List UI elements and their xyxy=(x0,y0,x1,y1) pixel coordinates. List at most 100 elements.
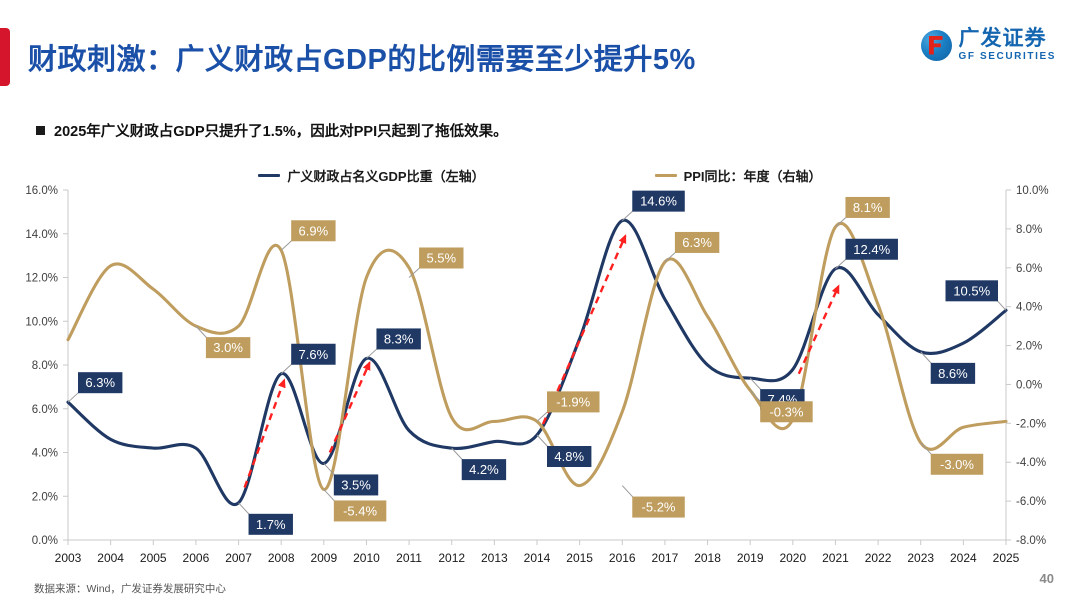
data-label-text: 12.4% xyxy=(853,242,890,257)
data-label: -0.3% xyxy=(749,389,813,423)
annotation-arrow xyxy=(243,378,286,488)
x-axis-tick-label: 2015 xyxy=(566,551,593,565)
annotation-arrow xyxy=(328,360,371,453)
gf-logo-icon xyxy=(920,29,952,61)
data-label: 10.5% xyxy=(945,280,1007,311)
data-label: 14.6% xyxy=(621,190,685,221)
data-label: -3.0% xyxy=(920,442,984,475)
right-axis-tick-label: 10.0% xyxy=(1016,185,1049,197)
data-label-box xyxy=(930,453,984,475)
data-label-text: 3.5% xyxy=(341,477,371,492)
right-axis-tick-label: -2.0% xyxy=(1016,418,1046,430)
right-axis-tick-label: 4.0% xyxy=(1016,302,1042,314)
right-axis-tick-label: 6.0% xyxy=(1016,263,1042,275)
x-axis-tick-label: 2022 xyxy=(865,551,892,565)
x-axis-tick-label: 2018 xyxy=(694,551,721,565)
x-axis-tick-label: 2013 xyxy=(481,551,508,565)
x-axis-tick-label: 2006 xyxy=(183,551,210,565)
data-label: 5.5% xyxy=(408,247,464,278)
data-label-text: 1.7% xyxy=(256,517,286,532)
x-axis-tick-label: 2005 xyxy=(140,551,167,565)
logo-english-name: GF SECURITIES xyxy=(958,51,1056,62)
data-label-box xyxy=(78,372,123,394)
data-label-text: 5.5% xyxy=(426,251,456,266)
data-label-box xyxy=(547,446,592,467)
gf-securities-logo: 广发证券 GF SECURITIES xyxy=(920,28,1056,62)
left-axis-tick-label: 14.0% xyxy=(25,229,58,241)
data-label: 8.1% xyxy=(835,196,890,228)
page-title: 财政刺激：广义财政占GDP的比例需要至少提升5% xyxy=(28,44,696,76)
bullet-text: 2025年广义财政占GDP只提升了1.5%，因此对PPI只起到了拖低效果。 xyxy=(54,124,508,140)
data-label: 7.6% xyxy=(280,343,336,375)
data-label-box xyxy=(333,500,387,522)
left-axis-tick-label: 0.0% xyxy=(32,535,58,547)
data-label-box xyxy=(248,513,293,535)
x-axis-tick-label: 2020 xyxy=(779,551,806,565)
left-axis-tick-label: 12.0% xyxy=(25,273,58,285)
data-label: 8.3% xyxy=(366,328,421,359)
right-axis-tick-label: -8.0% xyxy=(1016,535,1046,547)
legend-item-left-series: 广义财政占名义GDP比重（左轴） xyxy=(258,166,485,185)
right-axis-tick-label: 2.0% xyxy=(1016,341,1042,353)
left-axis-tick-label: 8.0% xyxy=(32,360,58,372)
x-axis-tick-label: 2010 xyxy=(353,551,380,565)
right-axis-tick-label: 8.0% xyxy=(1016,224,1042,236)
data-label-box xyxy=(419,247,464,269)
data-label: 6.3% xyxy=(664,231,720,263)
data-label-text: -1.9% xyxy=(556,394,590,409)
x-axis-tick-label: 2021 xyxy=(822,551,849,565)
data-label-box xyxy=(945,280,998,302)
data-label-text: 7.6% xyxy=(299,347,329,362)
data-label: -1.9% xyxy=(536,391,600,422)
data-label-text: 4.2% xyxy=(469,462,499,477)
x-axis-tick-label: 2023 xyxy=(907,551,934,565)
data-label: 6.9% xyxy=(280,220,336,251)
series-line-navy xyxy=(66,218,1008,507)
left-axis-tick-label: 6.0% xyxy=(32,404,58,416)
data-label-box xyxy=(333,474,379,496)
source-note: 数据来源：Wind，广发证券发展研究中心 xyxy=(34,583,226,595)
data-label-text: 14.6% xyxy=(640,194,677,209)
data-label-box xyxy=(845,196,890,218)
x-axis-tick-label: 2004 xyxy=(97,551,124,565)
bullet-square-icon xyxy=(36,126,45,135)
x-axis-tick-label: 2007 xyxy=(225,551,252,565)
data-label-box xyxy=(632,496,685,518)
data-label: 12.4% xyxy=(835,238,898,270)
data-label-box xyxy=(760,401,813,423)
data-label: 6.3% xyxy=(67,372,123,403)
data-label-text: -5.4% xyxy=(343,503,377,518)
data-label: 8.6% xyxy=(920,351,976,384)
x-axis-tick-label: 2016 xyxy=(609,551,636,565)
data-label-box xyxy=(930,362,976,384)
legend-item-right-series: PPI同比：年度（右轴） xyxy=(654,166,822,185)
x-axis-tick-label: 2009 xyxy=(310,551,337,565)
legend-label-left-series: 广义财政占名义GDP比重（左轴） xyxy=(287,168,485,184)
annotation-arrow xyxy=(541,234,627,425)
left-axis-tick-label: 10.0% xyxy=(25,316,58,328)
legend-swatch-navy xyxy=(258,173,281,177)
x-axis-tick-label: 2014 xyxy=(524,551,551,565)
chart-area: 0.0% 2.0% 4.0% 6.0% 8.0% 10.0% 12.0% 14.0% 16.0%… xyxy=(0,182,1080,574)
left-axis-tick-label: 2.0% xyxy=(32,491,58,503)
data-label-box xyxy=(674,231,720,253)
logo-chinese-name: 广发证券 xyxy=(958,27,1047,50)
x-axis-tick-label: 2019 xyxy=(737,551,764,565)
x-axis-tick-label: 2025 xyxy=(993,551,1020,565)
page-number: 40 xyxy=(1039,571,1054,586)
legend-label-right-series: PPI同比：年度（右轴） xyxy=(683,168,822,184)
bullet-point: 2025年广义财政占GDP只提升了1.5%，因此对PPI只起到了拖低效果。 xyxy=(36,120,508,141)
data-label-text: 6.9% xyxy=(299,223,329,238)
data-label-box xyxy=(461,459,507,481)
logo-text-block: 广发证券 GF SECURITIES xyxy=(959,28,1056,62)
x-axis-tick-label: 2003 xyxy=(55,551,82,565)
data-label: 4.8% xyxy=(536,434,592,467)
data-label-box xyxy=(632,190,685,212)
data-label-box xyxy=(291,343,336,365)
data-label-text: 10.5% xyxy=(953,283,990,298)
x-axis-tick-label: 2008 xyxy=(268,551,295,565)
legend-swatch-tan xyxy=(654,173,677,177)
x-axis-tick-label: 2012 xyxy=(438,551,465,565)
line-chart-svg: 0.0% 2.0% 4.0% 6.0% 8.0% 10.0% 12.0% 14.0% 16.0%… xyxy=(25,185,1049,565)
